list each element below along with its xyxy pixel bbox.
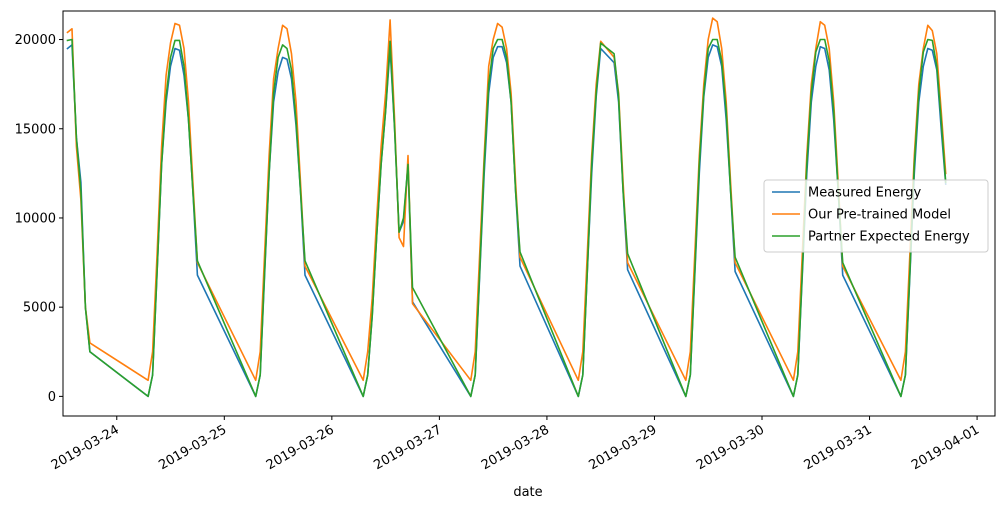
x-axis-label: date	[513, 485, 542, 500]
axes-frame	[62, 10, 996, 417]
y-tick-label: 5000	[23, 301, 56, 316]
legend: Measured Energy Our Pre-trained Model Part…	[763, 179, 989, 253]
y-tick-label: 0	[48, 390, 56, 405]
y-tick-label: 15000	[15, 122, 56, 137]
series-line-3	[66, 38, 947, 398]
legend-entry: Measured Energy	[808, 186, 921, 201]
y-tick-label: 20000	[15, 33, 56, 48]
legend-entry: Our Pre-trained Model	[808, 208, 951, 223]
legend-entry: Partner Expected Energy	[808, 230, 970, 245]
legend-box	[763, 179, 989, 253]
y-tick-label: 10000	[15, 211, 56, 226]
plot-area	[66, 17, 947, 398]
